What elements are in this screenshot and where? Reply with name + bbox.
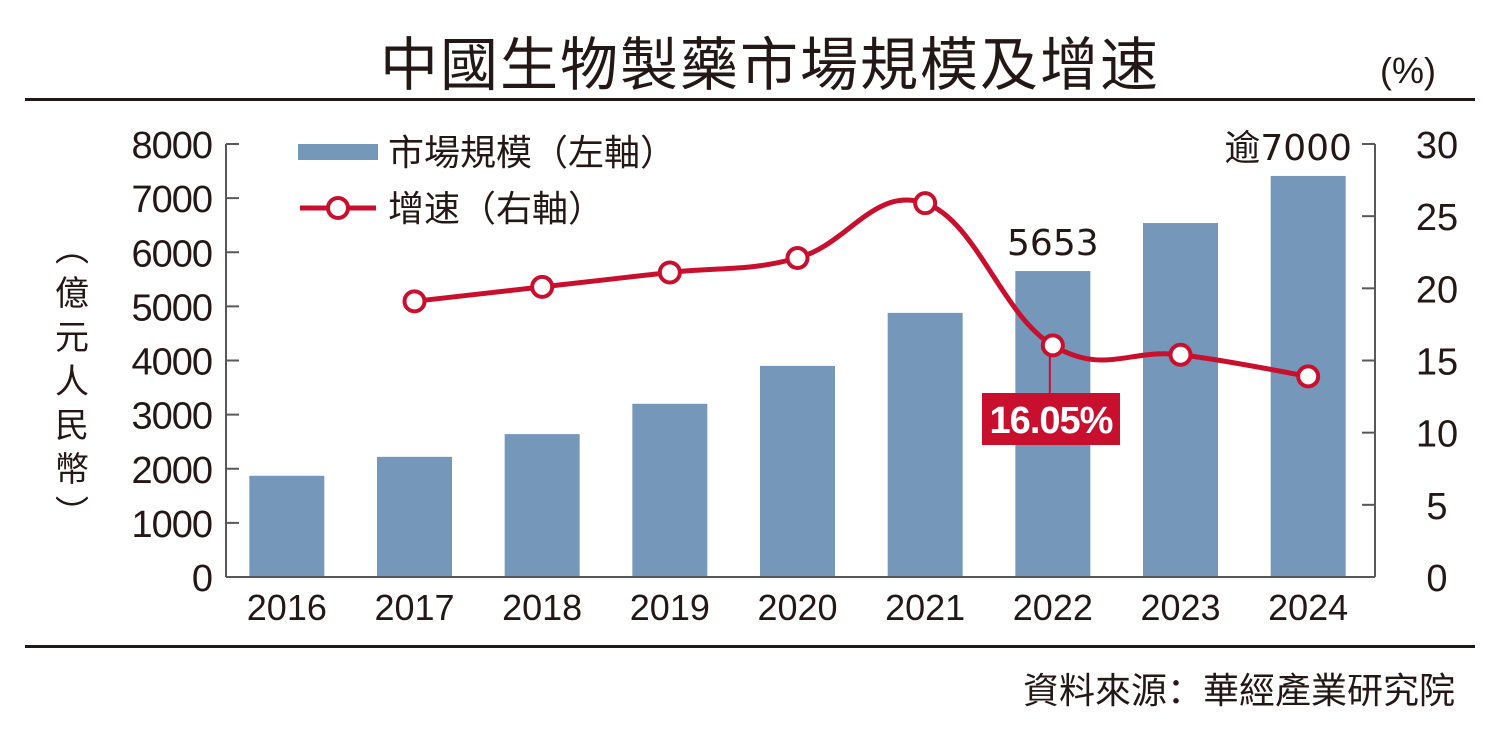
bar-2018 [504,434,580,577]
callout-box [982,393,1120,445]
growth-marker-2021 [913,191,938,216]
right-tick-label: 10 [1416,414,1458,456]
x-tick-label: 2023 [1140,587,1220,628]
right-tick-label: 20 [1416,269,1458,311]
x-tick-label: 2017 [374,587,454,628]
x-tick-label: 2021 [885,587,965,628]
growth-marker-2019 [657,260,682,285]
chart-title: 中國生物製藥市場規模及增速 [379,31,1160,99]
legend-label-bar: 市場規模（左軸） [388,133,676,174]
x-tick-label: 2018 [502,587,582,628]
bar-2017 [377,456,452,577]
legend-label-line: 增速（右軸） [388,189,604,230]
left-tick-label: 6000 [131,233,212,275]
growth-marker-2020 [785,246,810,271]
bar-2019 [632,403,708,577]
left-tick-label: 3000 [131,396,212,438]
bar-value-label: 逾7000 [1224,128,1352,169]
left-axis-label-char: 人 [55,362,89,402]
legend-bar-swatch [298,144,378,160]
right-tick-label: 30 [1416,125,1458,167]
left-axis-label-char: 元 [55,318,89,358]
growth-marker-2022 [1040,333,1065,358]
x-tick-label: 2016 [247,587,327,628]
left-tick-label: 7000 [131,179,212,221]
x-tick-label: 2022 [1013,587,1093,628]
right-tick-label: 5 [1426,486,1447,528]
bar-2021 [887,312,963,577]
legend-marker-swatch [326,196,350,220]
right-tick-label: 0 [1426,558,1447,600]
left-tick-label: 8000 [131,125,212,167]
growth-marker-2023 [1168,342,1193,367]
bar-2020 [760,365,835,577]
left-tick-label: 2000 [131,450,212,492]
left-tick-label: 1000 [131,504,212,546]
right-tick-label: 15 [1416,342,1458,384]
top-rule [25,98,1475,101]
x-tick-label: 2019 [630,587,710,628]
left-tick-label: 4000 [131,342,212,384]
right-axis-unit: (%) [1380,50,1436,91]
growth-marker-2024 [1296,364,1321,389]
bottom-rule [25,645,1475,648]
left-axis-label-char: ︶ [55,494,89,534]
bar-2016 [249,475,325,577]
right-tick-label: 25 [1416,197,1458,239]
left-axis-label-char: 幣 [55,450,89,490]
left-axis-label-char: 民 [55,406,89,446]
left-axis-label: ︵ 億 元 人 民 幣 ︶ [52,228,92,536]
x-tick-label: 2024 [1268,587,1348,628]
growth-line [414,197,1309,379]
growth-marker-2017 [402,289,427,314]
left-tick-label: 5000 [131,287,212,329]
bar-value-label: 5653 [1007,223,1099,264]
source-note: 資料來源：華經產業研究院 [1022,671,1455,712]
growth-marker-2018 [530,274,555,299]
bar-2023 [1143,223,1218,577]
left-tick-label: 0 [192,558,212,600]
callout-label: 16.05% [990,400,1113,442]
left-axis-label-char: 億 [55,274,89,314]
x-tick-label: 2020 [757,587,837,628]
left-axis-label-char: ︵ [55,230,89,270]
